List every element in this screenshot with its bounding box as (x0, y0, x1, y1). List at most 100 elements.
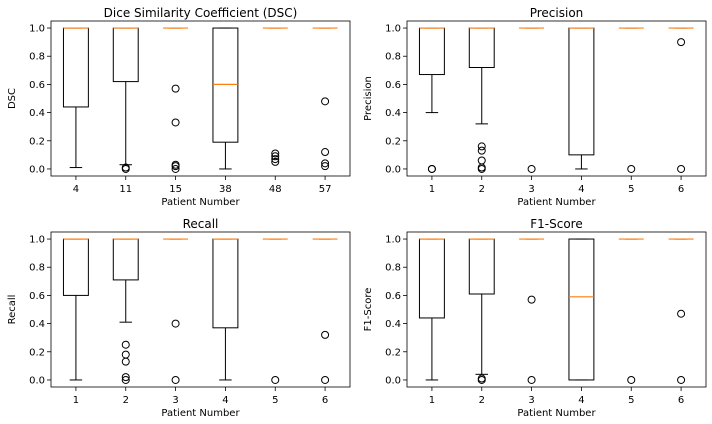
panel-f1-score: F1-Score Patient Number F1-Score 0.0 0.2 0… (363, 217, 707, 419)
box-iqr (568, 238, 595, 381)
outlier-point (171, 162, 180, 171)
outlier-point (321, 97, 330, 106)
x-tick-label: 2 (479, 184, 485, 195)
panel-recall: Recall Patient Number Recall 0.0 0.2 0.4 0.… (7, 217, 351, 419)
box-plot (519, 27, 545, 173)
x-tick-label: 5 (272, 395, 278, 406)
panel-dsc: Dice Similarity Coefficient (DSC) Patien… (7, 6, 351, 208)
outlier-point (321, 159, 330, 168)
x-axis-label: Patient Number (161, 408, 240, 419)
outlier-point (121, 375, 130, 384)
outlier-point (171, 319, 180, 328)
outlier-point (321, 330, 330, 339)
outlier-point (171, 164, 180, 173)
x-tick-label: 3 (528, 395, 534, 406)
x-tick-label: 1 (429, 184, 435, 195)
y-axis-label: Precision (363, 76, 374, 121)
y-tick-label: 1.0 (385, 235, 401, 246)
y-tick-label: 0.8 (385, 52, 401, 63)
y-tick-label: 0.2 (29, 347, 45, 358)
outlier-point (677, 375, 686, 384)
y-tick-label: 0.6 (385, 80, 401, 91)
box-plot (112, 27, 139, 173)
outlier-point (321, 162, 330, 171)
x-axis-label: Patient Number (517, 197, 596, 208)
box-plot (618, 27, 644, 173)
x-tick-label: 4 (222, 395, 228, 406)
y-tick-label: 0.2 (385, 347, 401, 358)
y-tick-label: 0.4 (385, 319, 401, 330)
outlier-point (171, 84, 180, 93)
box-plot (62, 27, 89, 169)
outlier-point (321, 148, 330, 157)
outlier-point (271, 375, 280, 384)
outlier-point (677, 38, 686, 47)
y-tick-label: 0.6 (29, 291, 45, 302)
x-tick-label: 2 (479, 395, 485, 406)
y-tick-label: 0.6 (385, 291, 401, 302)
outlier-point (427, 164, 436, 173)
outlier-point (627, 375, 636, 384)
axes-frame (406, 231, 707, 388)
outlier-point (171, 118, 180, 127)
outlier-point (121, 340, 130, 349)
box-plot (618, 238, 644, 384)
x-tick-label: 3 (528, 184, 534, 195)
y-tick-label: 0.4 (29, 108, 45, 119)
y-tick-label: 0.8 (29, 263, 45, 274)
x-tick-label: 6 (678, 184, 684, 195)
outlier-point (677, 309, 686, 318)
y-tick-label: 0.8 (385, 263, 401, 274)
outlier-point (171, 375, 180, 384)
y-tick-label: 0.4 (29, 319, 45, 330)
axes-frame (50, 231, 351, 388)
outlier-point (271, 155, 280, 164)
panel-title: Precision (530, 6, 584, 20)
x-tick-label: 38 (219, 184, 232, 195)
box-plot (112, 238, 139, 384)
outlier-point (121, 357, 130, 366)
outlier-point (121, 373, 130, 382)
y-axis-label: DSC (7, 88, 18, 109)
y-tick-label: 0.0 (385, 375, 401, 386)
outlier-point (271, 149, 280, 158)
outlier-point (271, 157, 280, 166)
y-tick-label: 0.0 (29, 375, 45, 386)
box-plot (668, 238, 694, 384)
outlier-point (627, 164, 636, 173)
y-axis-label: F1-Score (363, 288, 374, 332)
x-tick-label: 4 (578, 184, 584, 195)
panel-title: Recall (183, 217, 219, 231)
x-tick-label: 48 (269, 184, 282, 195)
box-plot (568, 27, 595, 170)
outlier-point (677, 164, 686, 173)
x-tick-label: 2 (123, 395, 129, 406)
y-tick-label: 1.0 (385, 24, 401, 35)
outlier-point (121, 164, 130, 173)
x-tick-label: 11 (119, 184, 132, 195)
x-tick-label: 5 (628, 395, 634, 406)
y-tick-label: 0.0 (385, 164, 401, 175)
outlier-point (271, 152, 280, 161)
y-tick-label: 0.6 (29, 80, 45, 91)
panel-title: F1-Score (530, 217, 582, 231)
x-tick-label: 5 (628, 184, 634, 195)
outlier-point (527, 295, 536, 304)
y-tick-label: 1.0 (29, 235, 45, 246)
x-tick-label: 6 (322, 395, 328, 406)
x-tick-label: 15 (169, 184, 182, 195)
x-tick-label: 1 (429, 395, 435, 406)
box-iqr (212, 27, 239, 143)
y-tick-label: 0.2 (385, 136, 401, 147)
box-plot (519, 238, 545, 384)
panel-title: Dice Similarity Coefficient (DSC) (104, 6, 298, 20)
x-tick-label: 6 (678, 395, 684, 406)
box-plot (468, 27, 495, 173)
box-plot (418, 238, 445, 381)
box-plot (468, 238, 495, 384)
outlier-point (477, 164, 486, 173)
box-plot (668, 27, 694, 173)
outlier-point (321, 375, 330, 384)
axes-frame (50, 20, 351, 177)
